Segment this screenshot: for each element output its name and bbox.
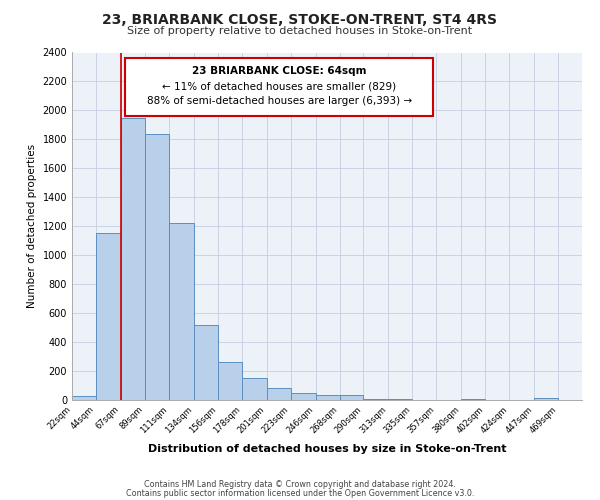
X-axis label: Distribution of detached houses by size in Stoke-on-Trent: Distribution of detached houses by size … bbox=[148, 444, 506, 454]
Bar bbox=[266, 388, 290, 400]
Bar bbox=[242, 378, 266, 400]
Bar bbox=[461, 398, 485, 400]
Bar bbox=[290, 393, 316, 400]
Text: Contains HM Land Registry data © Crown copyright and database right 2024.: Contains HM Land Registry data © Crown c… bbox=[144, 480, 456, 489]
Bar bbox=[194, 324, 218, 400]
Text: 88% of semi-detached houses are larger (6,393) →: 88% of semi-detached houses are larger (… bbox=[146, 96, 412, 106]
Bar bbox=[534, 398, 558, 400]
Bar bbox=[364, 398, 388, 400]
Bar bbox=[316, 395, 340, 400]
Text: 23, BRIARBANK CLOSE, STOKE-ON-TRENT, ST4 4RS: 23, BRIARBANK CLOSE, STOKE-ON-TRENT, ST4… bbox=[103, 12, 497, 26]
Text: 23 BRIARBANK CLOSE: 64sqm: 23 BRIARBANK CLOSE: 64sqm bbox=[192, 66, 367, 76]
Y-axis label: Number of detached properties: Number of detached properties bbox=[27, 144, 37, 308]
Bar bbox=[121, 118, 145, 400]
Text: Size of property relative to detached houses in Stoke-on-Trent: Size of property relative to detached ho… bbox=[127, 26, 473, 36]
Bar bbox=[218, 362, 242, 400]
Bar bbox=[169, 224, 194, 400]
Text: ← 11% of detached houses are smaller (829): ← 11% of detached houses are smaller (82… bbox=[162, 82, 396, 92]
Bar bbox=[72, 396, 96, 400]
Bar bbox=[145, 134, 169, 400]
Bar bbox=[340, 395, 364, 400]
Text: Contains public sector information licensed under the Open Government Licence v3: Contains public sector information licen… bbox=[126, 488, 474, 498]
Bar bbox=[96, 234, 121, 400]
FancyBboxPatch shape bbox=[125, 58, 433, 116]
